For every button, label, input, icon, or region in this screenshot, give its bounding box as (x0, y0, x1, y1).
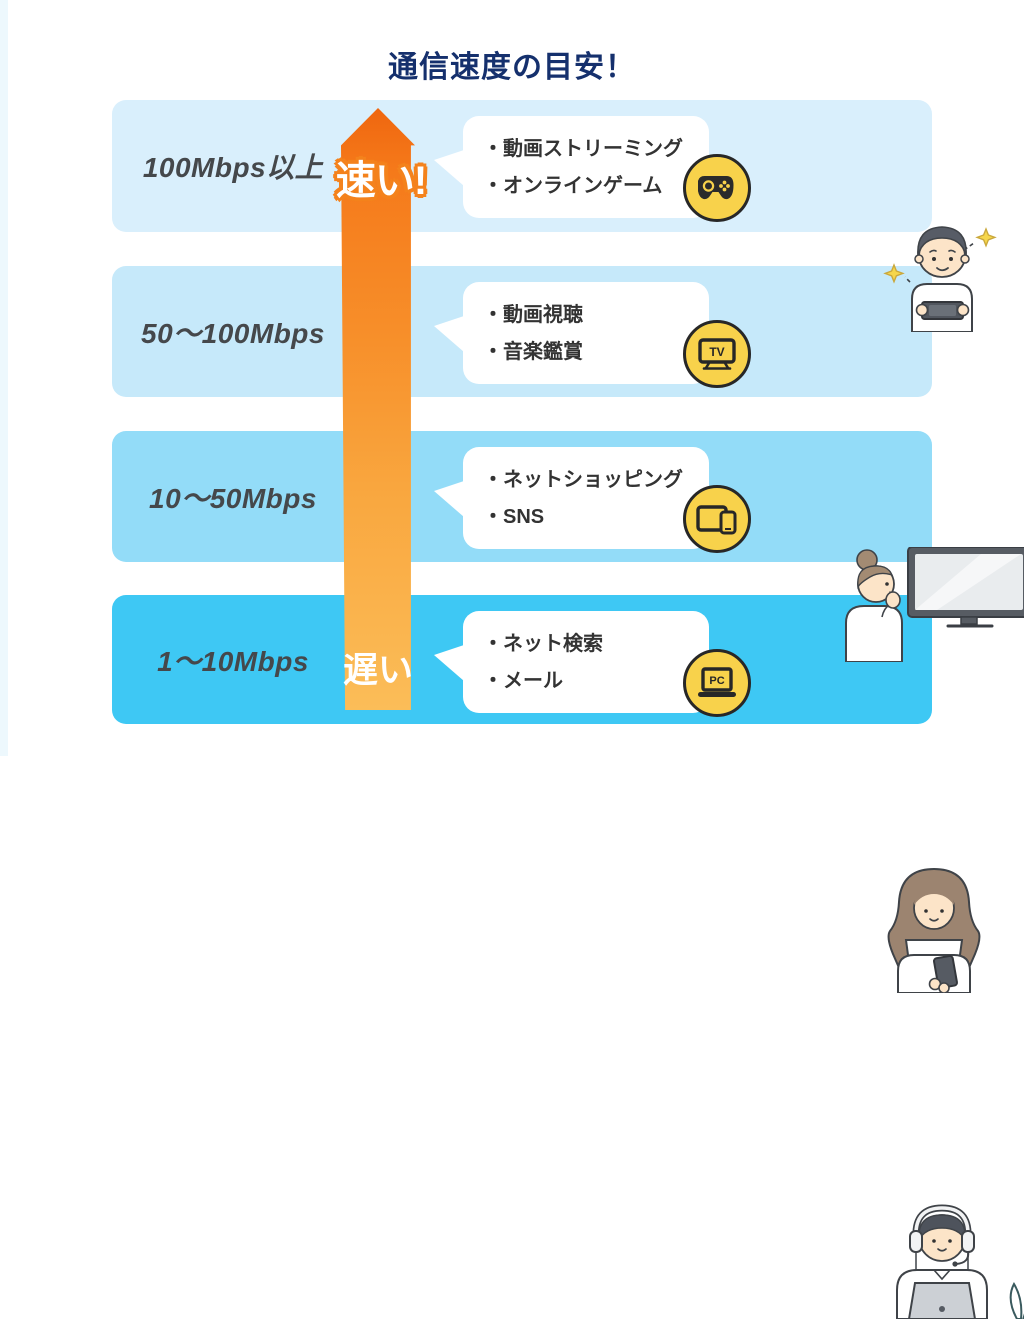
speed-label: 10〜50Mbps (149, 482, 317, 514)
bubble-pointer-left (434, 481, 464, 517)
speed-band-50-100mbps: 50〜100Mbps ・動画視聴 ・音楽鑑賞 TV (112, 266, 1024, 662)
fast-label: 速い! (335, 159, 427, 203)
speed-gradient-arrow (341, 108, 415, 710)
activity-list: ・ネット検索 ・メール (463, 611, 709, 700)
illustration-woman-using-smartphone (887, 867, 981, 993)
laptop-icon-label: PC (709, 675, 724, 687)
activity-item: ・メール (483, 670, 563, 692)
bubble-pointer-left (434, 150, 464, 186)
illustration-woman-watching-tv (845, 547, 1024, 662)
speech-bubble: ・動画視聴 ・音楽鑑賞 (434, 282, 709, 384)
activity-item: ・ネットショッピング (483, 469, 683, 491)
tablet-phone-icon (683, 485, 751, 553)
activity-list: ・動画ストリーミング ・オンラインゲーム (463, 116, 709, 205)
page-title: 通信速度の目安！ (388, 51, 636, 85)
activity-item: ・オンラインゲーム (483, 175, 663, 197)
activity-item: ・ネット検索 (483, 633, 603, 655)
activity-item: ・動画視聴 (483, 304, 583, 326)
bubble-pointer-left (434, 645, 464, 681)
speech-bubble: ・ネット検索 ・メール (434, 611, 709, 713)
activity-list: ・ネットショッピング ・SNS (463, 447, 709, 536)
illustration-man-with-headset-at-laptop (896, 1204, 1024, 1319)
activity-list: ・動画視聴 ・音楽鑑賞 (463, 282, 709, 371)
slow-label: 遅い (342, 651, 413, 690)
speech-bubble: ・ネットショッピング ・SNS (434, 447, 709, 549)
bubble-pointer-left (434, 316, 464, 352)
laptop-icon: PC (683, 649, 751, 717)
activity-item: ・動画ストリーミング (483, 138, 683, 160)
speed-band-1-10mbps: 1〜10Mbps ・ネット検索 ・メール PC (112, 595, 1024, 1319)
speed-band-100mbps: 100Mbps以上 ・動画ストリーミング ・オンラインゲーム (112, 100, 997, 332)
speed-label: 50〜100Mbps (141, 317, 325, 349)
speed-label: 1〜10Mbps (157, 645, 309, 677)
page-edge-strip (0, 0, 8, 756)
tv-icon-label: TV (709, 345, 724, 359)
speed-label: 100Mbps以上 (142, 152, 324, 183)
illustration-boy-playing-handheld-game (883, 226, 997, 332)
tv-icon: TV (683, 320, 751, 388)
speed-band-10-50mbps: 10〜50Mbps ・ネットショッピング ・SNS (112, 431, 981, 993)
activity-item: ・音楽鑑賞 (483, 341, 583, 363)
gamepad-icon (683, 154, 751, 222)
speech-bubble: ・動画ストリーミング ・オンラインゲーム (434, 116, 709, 218)
activity-item: ・SNS (483, 506, 545, 528)
